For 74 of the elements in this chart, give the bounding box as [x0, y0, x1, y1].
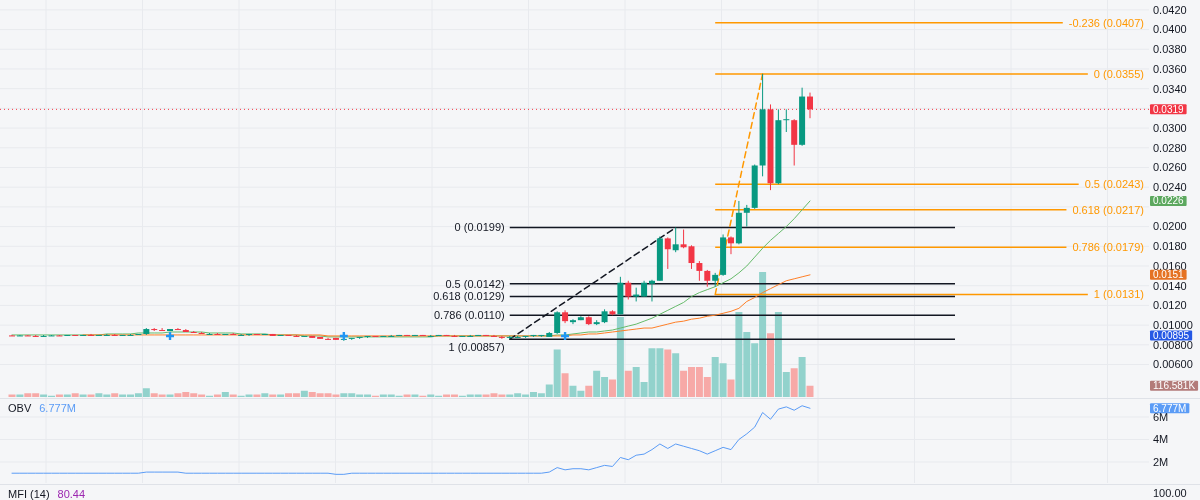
bar [727, 379, 735, 397]
text: 100.00 [1153, 486, 1187, 499]
ref-line-label: -0.236 (0.0407) [1068, 16, 1144, 29]
ref-line-label: 1 (0.0131) [1093, 288, 1144, 301]
bar [221, 392, 229, 397]
y-tick-label: 0.00800 [1153, 338, 1193, 351]
candlestick [672, 227, 679, 253]
candlestick [325, 337, 332, 341]
y-tick-label: 0.0360 [1153, 62, 1187, 75]
candlestick [743, 204, 750, 228]
text: MFI (14) [8, 487, 50, 500]
ref-line-label: 1 (0.00857) [448, 340, 505, 353]
text: 6.777M [1153, 402, 1187, 414]
annotation: 6.777M [39, 401, 76, 414]
candlestick [554, 310, 561, 335]
y-tick-label: 0.0180 [1153, 240, 1187, 253]
chart-title: OBV [8, 401, 32, 414]
y-tick-label: 0.0160 [1153, 259, 1187, 272]
ref-line-label: 0.0319 [1153, 103, 1185, 115]
text: 80.44 [57, 487, 86, 500]
bar [608, 379, 616, 397]
bar [806, 385, 814, 397]
candlestick [696, 260, 703, 282]
candlestick [498, 335, 505, 340]
bar [561, 373, 569, 397]
bar [111, 393, 119, 397]
y-tick-label: 0.00600 [1153, 358, 1193, 371]
text: 0.00895 [1153, 329, 1190, 341]
bar [624, 370, 632, 397]
y-tick-label: 0.01000 [1153, 318, 1193, 331]
candlestick [88, 333, 95, 337]
y-tick-label: 0.0120 [1153, 299, 1187, 312]
ref-line-label: 0.786 (0.0179) [1072, 241, 1144, 254]
bar [261, 393, 269, 397]
bar [798, 357, 806, 397]
candlestick [490, 334, 497, 338]
bar [672, 353, 680, 397]
ref-line-label: 0.618 (0.0217) [1072, 203, 1144, 216]
text: 0.0151 [1153, 269, 1185, 281]
candlestick [625, 280, 632, 300]
candlestick [246, 333, 253, 337]
candlestick [664, 236, 671, 270]
ref-line-label: 0.5 (0.0142) [445, 277, 505, 290]
text: 0.0226 [1153, 195, 1185, 207]
candlestick [174, 327, 181, 331]
candlestick [727, 235, 734, 255]
bar [71, 393, 79, 397]
y-tick-label: 0.0140 [1153, 279, 1187, 292]
y-tick-label: 0.0200 [1153, 220, 1187, 233]
y-tick-label: 2M [1153, 455, 1169, 468]
y-tick-label: 0.0380 [1153, 43, 1187, 56]
ref-line-label: 0.5 (0.0243) [1084, 178, 1144, 191]
y-tick-label: 0.0420 [1153, 3, 1187, 16]
y-tick-label: 0.0260 [1153, 161, 1187, 174]
bar [790, 368, 798, 397]
candlestick [569, 318, 576, 325]
ref-line-label: 0.786 (0.0110) [434, 309, 505, 322]
bar [300, 390, 308, 397]
ref-line-label: 0.618 (0.0129) [433, 290, 505, 303]
candlestick [648, 279, 655, 302]
text: 116.581K [1153, 380, 1196, 392]
y-tick-label: 0.0340 [1153, 82, 1187, 95]
y-tick-label: 0.0400 [1153, 23, 1187, 36]
ref-line-label: 0 (0.0355) [1093, 67, 1144, 80]
y-tick-label: 0.0280 [1153, 141, 1187, 154]
bar [767, 333, 774, 397]
y-tick-label: 0.0240 [1153, 181, 1187, 194]
y-tick-label: 4M [1153, 433, 1169, 446]
candlestick [783, 108, 790, 133]
bar [664, 349, 672, 397]
candlestick [159, 327, 166, 332]
ref-line-label: 0 (0.0199) [454, 221, 505, 234]
y-tick-label: 0.0300 [1153, 121, 1187, 134]
bar [585, 385, 593, 397]
